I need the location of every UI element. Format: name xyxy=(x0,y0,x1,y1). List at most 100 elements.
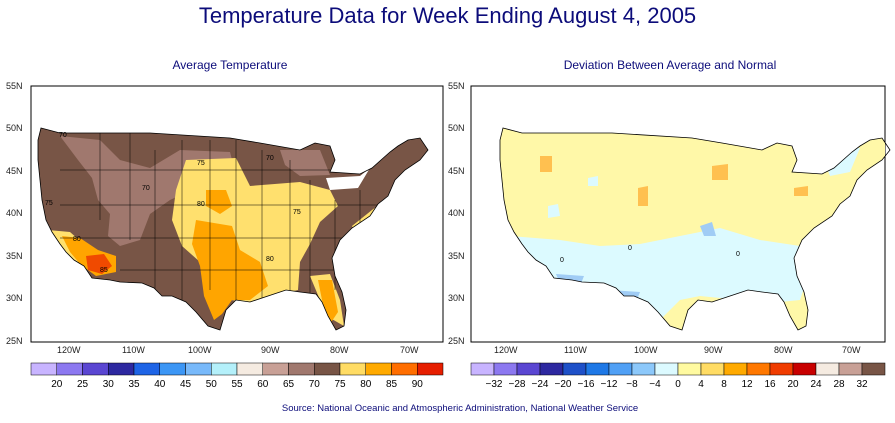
svg-text:90W: 90W xyxy=(261,345,280,355)
left-map-subtitle: Average Temperature xyxy=(172,58,288,72)
legend-swatch xyxy=(262,362,289,376)
legend-swatch xyxy=(539,362,564,376)
legend-label: 25 xyxy=(77,379,89,390)
legend-label: 20 xyxy=(51,379,63,390)
legend-swatch xyxy=(314,362,341,376)
legend-label: 20 xyxy=(787,379,799,390)
legend-label: 8 xyxy=(721,379,727,390)
svg-text:0: 0 xyxy=(736,251,740,258)
svg-text:35N: 35N xyxy=(448,251,465,261)
svg-text:55N: 55N xyxy=(6,81,23,91)
legend-swatch xyxy=(723,362,748,376)
legend-swatch xyxy=(493,362,518,376)
svg-text:35N: 35N xyxy=(6,251,23,261)
page-title: Temperature Data for Week Ending August … xyxy=(198,3,697,28)
legend-label: 65 xyxy=(283,379,295,390)
legend-label: −24 xyxy=(532,379,549,390)
svg-text:80: 80 xyxy=(197,201,205,208)
legend-label: 35 xyxy=(128,379,140,390)
svg-text:120W: 120W xyxy=(494,345,518,355)
legend-swatch xyxy=(815,362,840,376)
right-contour-labels: 0 0 0 xyxy=(560,245,740,264)
svg-text:110W: 110W xyxy=(122,345,145,355)
svg-text:80W: 80W xyxy=(774,345,793,355)
legend-swatch xyxy=(365,362,392,376)
left-lon-labels: 120W 110W 100W 90W 80W 70W xyxy=(57,345,419,355)
legend-swatch xyxy=(746,362,771,376)
svg-text:45N: 45N xyxy=(6,166,23,176)
svg-text:40N: 40N xyxy=(448,208,465,218)
legend-label: 90 xyxy=(412,379,424,390)
legend-label: 28 xyxy=(833,379,845,390)
legend-label: −16 xyxy=(578,379,595,390)
legend-swatch xyxy=(288,362,315,376)
svg-text:50N: 50N xyxy=(6,123,23,133)
legend-swatch xyxy=(769,362,794,376)
legend-label: −32 xyxy=(486,379,503,390)
left-legend: 20 25 30 35 40 45 50 55 60 65 70 75 80 85 90 xyxy=(30,362,444,390)
legend-swatch xyxy=(861,362,886,376)
legend-label: 24 xyxy=(810,379,822,390)
legend-swatch xyxy=(792,362,817,376)
left-contour-labels: 70 75 70 70 75 80 75 80 85 80 xyxy=(45,132,301,274)
svg-text:70: 70 xyxy=(266,155,274,162)
legend-swatch xyxy=(391,362,418,376)
svg-text:85: 85 xyxy=(100,267,108,274)
svg-text:0: 0 xyxy=(628,245,632,252)
legend-swatch xyxy=(133,362,160,376)
svg-text:30N: 30N xyxy=(6,293,23,303)
legend-swatch xyxy=(30,362,57,376)
legend-swatch xyxy=(654,362,679,376)
legend-swatch xyxy=(516,362,541,376)
svg-text:25N: 25N xyxy=(448,336,465,346)
svg-text:80: 80 xyxy=(266,256,274,263)
svg-text:30N: 30N xyxy=(448,293,465,303)
legend-swatch xyxy=(608,362,633,376)
legend-label: −12 xyxy=(601,379,618,390)
svg-text:120W: 120W xyxy=(57,345,81,355)
svg-text:70: 70 xyxy=(142,185,150,192)
svg-text:110W: 110W xyxy=(564,345,587,355)
right-map-subtitle: Deviation Between Average and Normal xyxy=(563,58,777,72)
svg-text:55N: 55N xyxy=(448,81,465,91)
left-map: 70 75 70 70 75 80 75 80 85 80 55N 50N 45… xyxy=(6,81,444,390)
svg-text:25N: 25N xyxy=(6,336,23,346)
source-note: Source: National Oceanic and Atmospheric… xyxy=(281,403,639,414)
right-lat-labels: 55N 50N 45N 40N 35N 30N 25N xyxy=(448,81,465,346)
svg-text:45N: 45N xyxy=(448,166,465,176)
legend-swatch xyxy=(585,362,610,376)
legend-label: −20 xyxy=(555,379,572,390)
legend-swatch xyxy=(159,362,186,376)
legend-swatch xyxy=(236,362,263,376)
svg-text:70: 70 xyxy=(59,132,67,139)
svg-text:75: 75 xyxy=(197,160,205,167)
legend-label: −4 xyxy=(649,379,661,390)
legend-swatch xyxy=(417,362,444,376)
legend-label: 80 xyxy=(360,379,372,390)
legend-swatch xyxy=(82,362,109,376)
legend-label: 85 xyxy=(386,379,398,390)
legend-label: 12 xyxy=(741,379,753,390)
legend-label: 16 xyxy=(764,379,776,390)
svg-text:0: 0 xyxy=(560,257,564,264)
legend-swatch xyxy=(108,362,135,376)
legend-label: 45 xyxy=(180,379,192,390)
legend-swatch xyxy=(631,362,656,376)
right-map: 0 0 0 55N 50N 45N 40N 35N 30N 25N 120W 1… xyxy=(448,81,891,390)
legend-swatch xyxy=(562,362,587,376)
svg-text:90W: 90W xyxy=(704,345,723,355)
svg-text:75: 75 xyxy=(45,200,53,207)
legend-label: 0 xyxy=(675,379,681,390)
legend-label: 30 xyxy=(103,379,115,390)
legend-label: 50 xyxy=(206,379,218,390)
legend-label: 4 xyxy=(698,379,704,390)
svg-text:70W: 70W xyxy=(400,345,419,355)
svg-text:80W: 80W xyxy=(330,345,349,355)
legend-swatch xyxy=(470,362,495,376)
right-lon-labels: 120W 110W 100W 90W 80W 70W xyxy=(494,345,861,355)
svg-text:80: 80 xyxy=(73,236,81,243)
legend-label: 60 xyxy=(257,379,269,390)
legend-label: −28 xyxy=(509,379,526,390)
svg-text:100W: 100W xyxy=(188,345,212,355)
